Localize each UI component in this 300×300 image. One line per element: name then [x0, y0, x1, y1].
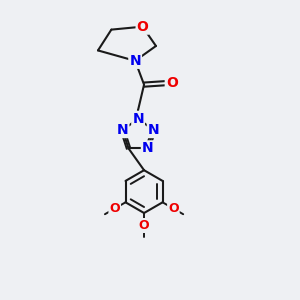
- Text: O: O: [136, 20, 148, 34]
- Text: N: N: [132, 112, 144, 126]
- Text: O: O: [166, 76, 178, 90]
- Text: N: N: [117, 123, 128, 137]
- Text: N: N: [148, 123, 160, 137]
- Text: O: O: [139, 219, 149, 232]
- Text: N: N: [129, 54, 141, 68]
- Text: N: N: [142, 141, 154, 155]
- Text: O: O: [168, 202, 179, 215]
- Text: O: O: [110, 202, 120, 215]
